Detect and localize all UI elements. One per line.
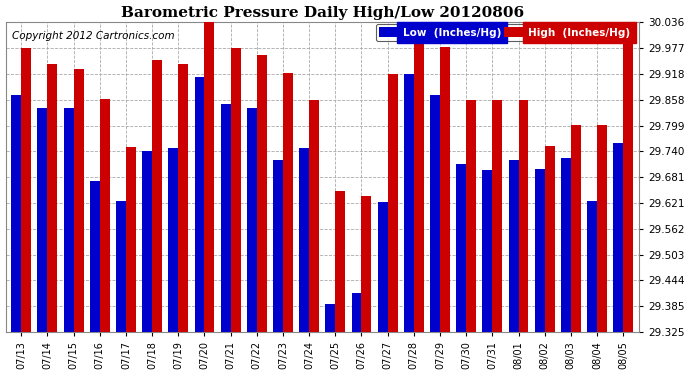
Bar — [152, 60, 162, 332]
Bar — [309, 100, 319, 332]
Bar — [414, 33, 424, 332]
Bar — [178, 64, 188, 332]
Bar — [48, 64, 57, 332]
Bar — [597, 125, 607, 332]
Bar — [283, 73, 293, 332]
Bar — [493, 100, 502, 332]
Bar — [257, 55, 267, 332]
Bar — [544, 146, 555, 332]
Bar — [518, 100, 529, 332]
Bar — [440, 46, 450, 332]
Bar — [362, 196, 371, 332]
Bar — [404, 74, 414, 332]
Bar — [335, 190, 345, 332]
Bar — [613, 142, 623, 332]
Bar — [377, 202, 388, 332]
Bar — [142, 151, 152, 332]
Bar — [168, 148, 178, 332]
Bar — [430, 94, 440, 332]
Bar — [388, 74, 397, 332]
Bar — [466, 100, 476, 332]
Bar — [11, 94, 21, 332]
Bar — [351, 293, 362, 332]
Bar — [204, 22, 215, 332]
Bar — [482, 170, 493, 332]
Bar — [299, 148, 309, 332]
Text: Copyright 2012 Cartronics.com: Copyright 2012 Cartronics.com — [12, 32, 175, 41]
Bar — [195, 77, 204, 332]
Bar — [21, 48, 31, 332]
Bar — [90, 181, 100, 332]
Bar — [456, 164, 466, 332]
Bar — [587, 201, 597, 332]
Bar — [100, 99, 110, 332]
Bar — [126, 147, 136, 332]
Bar — [221, 104, 230, 332]
Bar — [247, 108, 257, 332]
Bar — [326, 304, 335, 332]
Bar — [63, 108, 74, 332]
Bar — [230, 48, 241, 332]
Bar — [623, 22, 633, 332]
Bar — [74, 69, 83, 332]
Bar — [561, 158, 571, 332]
Legend: Low  (Inches/Hg), High  (Inches/Hg): Low (Inches/Hg), High (Inches/Hg) — [376, 24, 633, 41]
Bar — [535, 169, 544, 332]
Bar — [509, 160, 518, 332]
Bar — [37, 108, 48, 332]
Title: Barometric Pressure Daily High/Low 20120806: Barometric Pressure Daily High/Low 20120… — [121, 6, 524, 20]
Bar — [273, 160, 283, 332]
Bar — [116, 201, 126, 332]
Bar — [571, 125, 581, 332]
